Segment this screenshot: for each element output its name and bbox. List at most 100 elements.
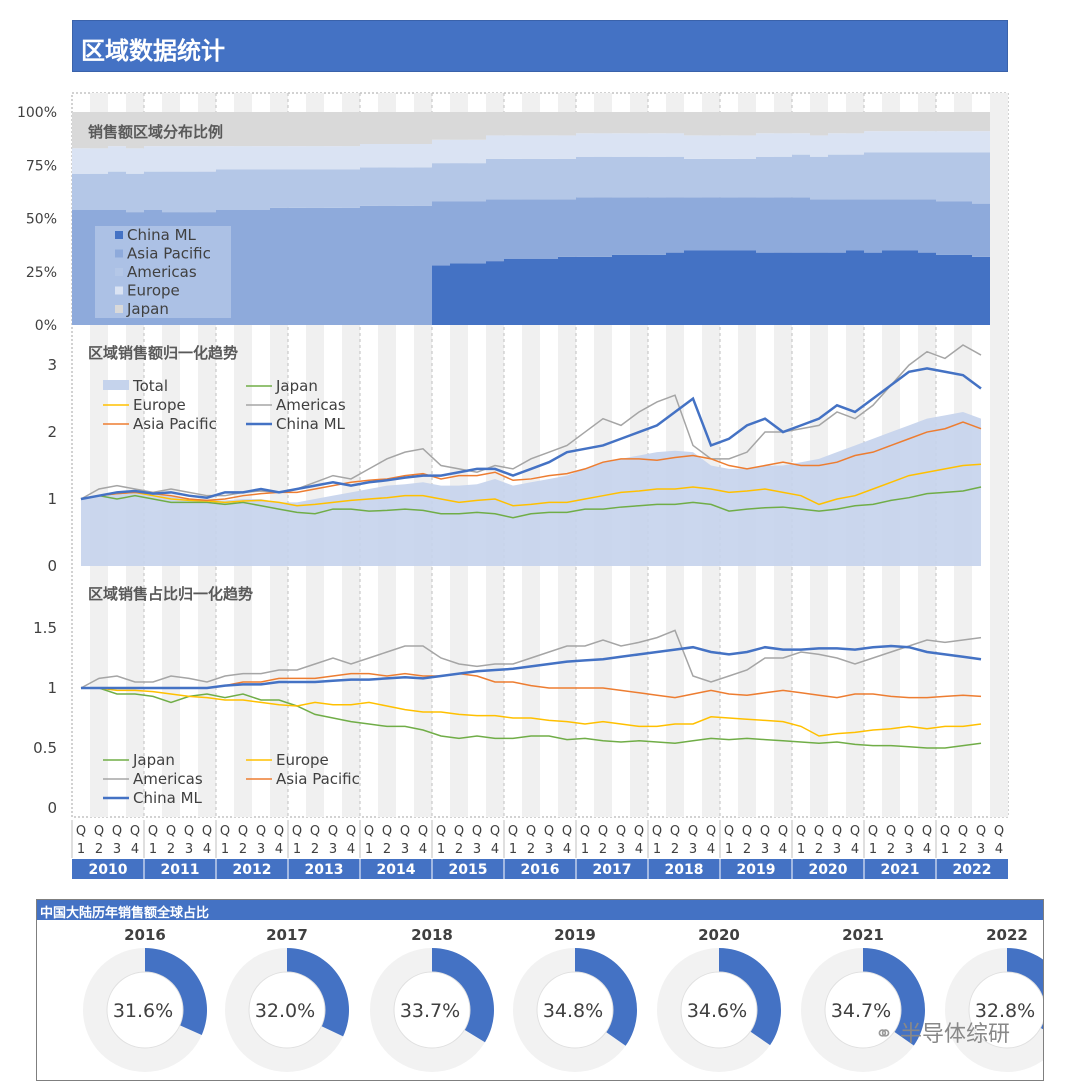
legend-label: China ML (276, 415, 346, 433)
chart-title: 区域销售额归一化趋势 (88, 344, 238, 362)
line-china-ml (81, 644, 982, 690)
donut-panel: 中国大陆历年销售额全球占比 31.6% 2016 32.0% 2017 33.7% 201… (36, 899, 1044, 1081)
x-tick-quarter: Q (166, 824, 176, 839)
x-tick-quarter: Q (220, 824, 230, 839)
x-tick-quarter: Q (382, 824, 392, 839)
x-tick-quarter-number: 2 (815, 842, 823, 857)
area-europe (72, 131, 990, 174)
x-tick-quarter-number: 4 (203, 842, 211, 857)
x-tick-quarter: Q (310, 824, 320, 839)
x-tick-quarter-number: 3 (977, 842, 985, 857)
legend-swatch (115, 305, 123, 313)
x-tick-quarter-number: 2 (743, 842, 751, 857)
x-tick-quarter: Q (112, 824, 122, 839)
y-tick-label: 50% (26, 212, 57, 228)
x-tick-quarter-number: 3 (905, 842, 913, 857)
x-tick-year: 2022 (953, 862, 992, 878)
legend-label: China ML (133, 789, 203, 807)
legend-label: Europe (276, 751, 329, 769)
x-tick-quarter: Q (346, 824, 356, 839)
x-tick-quarter-number: 1 (221, 842, 229, 857)
year-band (72, 859, 1008, 879)
x-tick-quarter-number: 3 (329, 842, 337, 857)
line-americas (80, 629, 982, 689)
x-tick-year: 2018 (665, 862, 704, 878)
x-tick-quarter: Q (436, 824, 446, 839)
x-tick-quarter-number: 1 (581, 842, 589, 857)
x-tick-quarter-number: 2 (383, 842, 391, 857)
x-tick-quarter: Q (184, 824, 194, 839)
x-tick-quarter-number: 1 (941, 842, 949, 857)
x-tick-quarter-number: 3 (833, 842, 841, 857)
x-tick-quarter-number: 1 (797, 842, 805, 857)
x-tick-quarter: Q (418, 824, 428, 839)
x-tick-quarter-number: 4 (131, 842, 139, 857)
x-tick-quarter-number: 1 (149, 842, 157, 857)
x-tick-quarter: Q (796, 824, 806, 839)
x-tick-quarter-number: 2 (455, 842, 463, 857)
donut-year-label: 2016 (124, 926, 166, 944)
legend-label: Asia Pacific (276, 770, 360, 788)
x-tick-quarter-number: 1 (653, 842, 661, 857)
line-japan (81, 687, 982, 749)
x-tick-quarter-number: 3 (689, 842, 697, 857)
x-tick-quarter: Q (940, 824, 950, 839)
x-tick-quarter-number: 4 (851, 842, 859, 857)
x-tick-quarter-number: 2 (671, 842, 679, 857)
x-tick-quarter: Q (868, 824, 878, 839)
donut-title: 中国大陆历年销售额全球占比 (40, 906, 210, 921)
x-tick-quarter-number: 2 (527, 842, 535, 857)
line-china-ml (80, 367, 982, 501)
x-tick-quarter: Q (688, 824, 698, 839)
x-tick-quarter-number: 4 (707, 842, 715, 857)
legend-label: Japan (132, 751, 175, 769)
donut-header: 中国大陆历年销售额全球占比 (37, 900, 1043, 921)
x-tick-quarter-number: 2 (599, 842, 607, 857)
x-tick-quarter: Q (202, 824, 212, 839)
x-tick-quarter-number: 1 (437, 842, 445, 857)
x-tick-quarter: Q (580, 824, 590, 839)
legend-label: Asia Pacific (133, 415, 217, 433)
x-tick-quarter: Q (904, 824, 914, 839)
donut-slice (145, 948, 207, 1035)
x-tick-quarter-number: 1 (365, 842, 373, 857)
x-tick-quarter-number: 2 (95, 842, 103, 857)
x-tick-quarter-number: 2 (311, 842, 319, 857)
line-europe (80, 463, 982, 507)
donut-value-label: 33.7% (400, 1000, 460, 1022)
x-tick-quarter: Q (976, 824, 986, 839)
donut-year-label: 2019 (554, 926, 596, 944)
donut-hole (968, 971, 1043, 1049)
x-tick-quarter-number: 3 (257, 842, 265, 857)
x-tick-year: 2019 (737, 862, 776, 878)
x-tick-quarter: Q (742, 824, 752, 839)
chart-title: 区域销售占比归一化趋势 (88, 585, 253, 603)
y-tick-label: 0.5 (33, 739, 57, 757)
legend-swatch (103, 380, 129, 390)
x-tick-quarter-number: 4 (419, 842, 427, 857)
x-tick-quarter: Q (454, 824, 464, 839)
donut-hole (248, 971, 326, 1049)
donut-hole (393, 971, 471, 1049)
x-tick-quarter-number: 4 (347, 842, 355, 857)
x-tick-quarter: Q (670, 824, 680, 839)
x-tick-quarter: Q (922, 824, 932, 839)
y-tick-label: 3 (47, 356, 57, 374)
legend-swatch (115, 286, 123, 295)
legend-label: Americas (127, 263, 197, 281)
x-tick-quarter-number: 2 (959, 842, 967, 857)
watermark: ⚭ 半导体综研 (868, 1016, 1010, 1048)
donut-year-label: 2022 (986, 926, 1028, 944)
legend-label: Japan (126, 300, 169, 318)
grid-stripe (990, 93, 1008, 817)
watermark-text: 半导体综研 (900, 1022, 1011, 1047)
legend-label: Europe (127, 282, 180, 300)
y-tick-label: 2 (47, 423, 57, 441)
x-tick-quarter-number: 4 (563, 842, 571, 857)
x-tick-quarter: Q (292, 824, 302, 839)
donut-year-label: 2017 (266, 926, 308, 944)
legend-label: Total (132, 377, 168, 395)
x-tick-year: 2016 (521, 862, 560, 878)
donut-year-label: 2021 (842, 926, 884, 944)
